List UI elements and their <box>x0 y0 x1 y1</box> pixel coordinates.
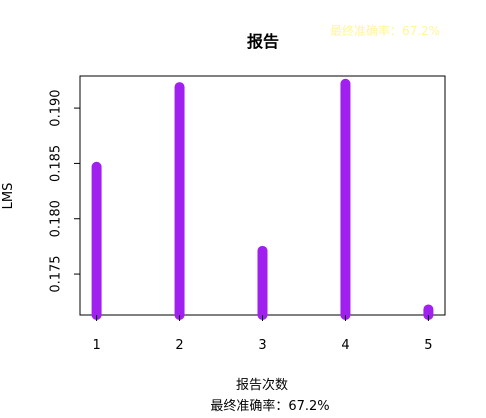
chart-watermark-text: 最终准确率：67.2% <box>330 23 440 38</box>
x-tick-label-3: 3 <box>258 338 266 353</box>
bars-layer <box>91 78 434 320</box>
accuracy-footer: 最终准确率：67.2% <box>210 398 329 414</box>
y-tick-label-1: 0.175 <box>49 255 64 292</box>
x-tick-label-2: 2 <box>175 338 183 353</box>
y-axis-label: LMS <box>1 183 16 210</box>
y-tick-label-3: 0.185 <box>49 145 64 182</box>
chart-title: 报告 <box>247 32 279 51</box>
axes-layer: 1 2 3 4 5 0.175 0.180 0.185 0.190 <box>49 89 433 353</box>
y-tick-label-2: 0.180 <box>49 200 64 237</box>
y-tick-label-4: 0.190 <box>49 89 64 126</box>
x-tick-label-4: 4 <box>341 338 349 353</box>
x-axis-label: 报告次数 <box>236 377 288 393</box>
x-tick-label-1: 1 <box>92 338 100 353</box>
x-tick-label-5: 5 <box>424 338 432 353</box>
